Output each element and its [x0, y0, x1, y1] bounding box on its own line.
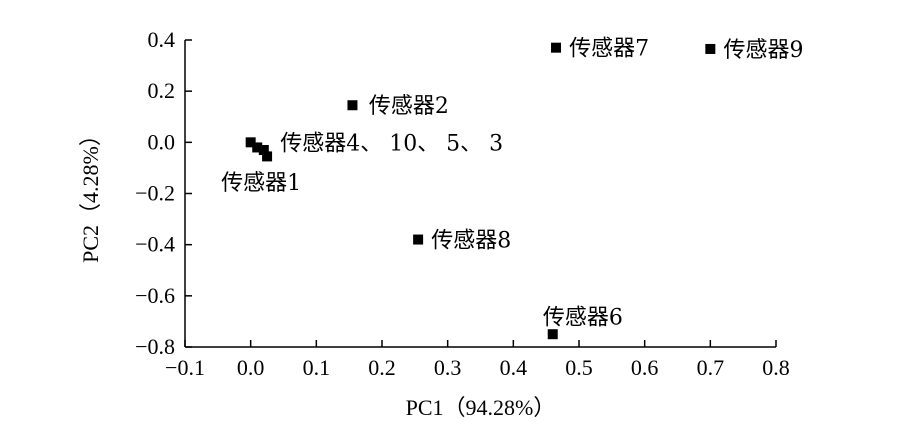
point-label: 传感器4、 10、 5、 3	[280, 131, 503, 156]
data-point	[705, 43, 716, 54]
x-tick-label: −0.1	[165, 355, 205, 380]
point-label: 传感器1	[221, 171, 301, 196]
x-tick-label: 0.2	[368, 355, 396, 380]
x-tick-label: 0.7	[697, 355, 725, 380]
x-tick-label: 0.8	[762, 355, 790, 380]
data-point	[262, 151, 273, 162]
y-tick-label: −0.6	[135, 283, 175, 308]
point-label: 传感器8	[431, 229, 511, 254]
y-ticks: 0.4 0.2 0.0 −0.2 −0.4 −0.6 −0.8	[135, 27, 192, 359]
point-label: 传感器2	[369, 94, 449, 119]
y-tick-label: −0.2	[135, 181, 175, 206]
data-point	[413, 234, 424, 245]
y-tick-label: 0.2	[148, 78, 176, 103]
y-tick-label: 0.0	[148, 129, 176, 154]
x-tick-label: 0.0	[237, 355, 265, 380]
x-tick-label: 0.5	[565, 355, 593, 380]
x-axis-label: PC1（94.28%）	[406, 395, 556, 420]
x-tick-label: 0.6	[631, 355, 659, 380]
y-tick-label: −0.4	[135, 232, 175, 257]
point-label: 传感器9	[723, 38, 803, 63]
y-tick-label: 0.4	[148, 27, 176, 52]
y-axis-label: PC2（4.28%）	[78, 124, 103, 263]
x-ticks: −0.1 0.0 0.1 0.2 0.3 0.4 0.5 0.6 0.7 0.8	[165, 340, 790, 380]
x-tick-label: 0.3	[434, 355, 462, 380]
point-annotations: 传感器4、 10、 5、 3 传感器1 传感器2 传感器7 传感器9 传感器8 传感器6	[221, 37, 803, 331]
x-tick-label: 0.1	[303, 355, 331, 380]
y-tick-label: −0.8	[135, 334, 175, 359]
point-label: 传感器6	[543, 305, 623, 330]
x-tick-label: 0.4	[500, 355, 528, 380]
data-point	[252, 142, 263, 153]
data-point	[347, 100, 358, 111]
data-point	[551, 42, 562, 53]
data-point	[547, 329, 558, 340]
data-point	[245, 137, 256, 148]
point-label: 传感器7	[569, 37, 649, 62]
data-point	[258, 145, 269, 156]
data-points	[245, 42, 716, 340]
